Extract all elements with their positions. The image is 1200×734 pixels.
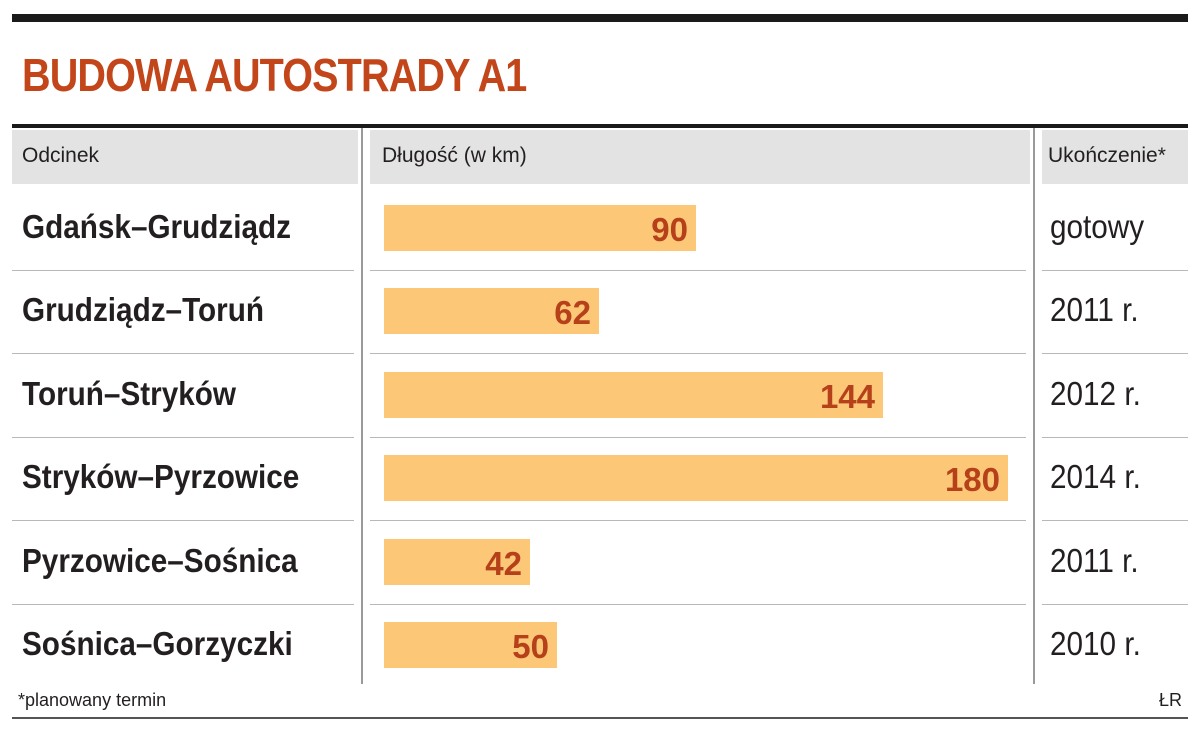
bar: 62	[384, 288, 599, 335]
segment-label: Sośnica–Gorzyczki	[22, 625, 293, 663]
bar: 180	[384, 455, 1008, 502]
completion-label: 2014 r.	[1050, 458, 1141, 496]
row-separator	[12, 520, 354, 521]
completion-label: 2011 r.	[1050, 291, 1139, 329]
row-separator	[1042, 604, 1188, 605]
bar-value-label: 90	[651, 210, 688, 248]
bar: 90	[384, 204, 696, 251]
column-separator	[361, 128, 363, 684]
row-separator	[12, 353, 354, 354]
completion-label: 2010 r.	[1050, 625, 1141, 663]
header-completion-cell: Ukończenie*	[1042, 130, 1188, 184]
column-separator	[1033, 128, 1035, 684]
bar-value-label: 144	[819, 377, 875, 415]
segment-label: Stryków–Pyrzowice	[22, 458, 300, 496]
header-length-cell: Długość (w km)	[370, 130, 1030, 184]
segment-label: Pyrzowice–Sośnica	[22, 541, 298, 579]
header-segment-cell: Odcinek	[12, 130, 358, 184]
row-separator	[12, 437, 354, 438]
segment-label: Toruń–Stryków	[22, 374, 236, 412]
row-separator	[12, 604, 354, 605]
bar: 50	[384, 622, 557, 669]
bar-value-label: 180	[944, 461, 1000, 499]
bar: 144	[384, 371, 883, 418]
row-separator	[370, 604, 1026, 605]
header-length: Długość (w km)	[382, 144, 527, 167]
completion-label: 2012 r.	[1050, 374, 1141, 412]
row-separator	[370, 520, 1026, 521]
row-separator	[370, 437, 1026, 438]
row-separator	[1042, 437, 1188, 438]
header-completion: Ukończenie*	[1048, 144, 1166, 167]
completion-label: 2011 r.	[1050, 541, 1139, 579]
header-rule	[12, 124, 1188, 128]
row-separator	[12, 270, 354, 271]
segment-label: Gdańsk–Grudziądz	[22, 207, 292, 245]
bar-value-label: 50	[512, 628, 549, 666]
footnote: *planowany termin	[18, 690, 167, 710]
bar: 42	[384, 538, 530, 585]
bar-value-label: 42	[485, 544, 522, 582]
row-separator	[1042, 520, 1188, 521]
segment-label: Grudziądz–Toruń	[22, 291, 265, 329]
top-rule	[12, 14, 1188, 22]
source-credit: ŁR	[1158, 690, 1182, 710]
bar-value-label: 62	[554, 294, 591, 332]
row-separator	[370, 353, 1026, 354]
row-separator	[370, 270, 1026, 271]
bottom-rule	[12, 717, 1188, 719]
row-separator	[1042, 270, 1188, 271]
completion-label: gotowy	[1050, 207, 1145, 245]
chart-title: BUDOWA AUTOSTRADY A1	[22, 49, 527, 101]
header-segment: Odcinek	[22, 144, 100, 167]
row-separator	[1042, 353, 1188, 354]
